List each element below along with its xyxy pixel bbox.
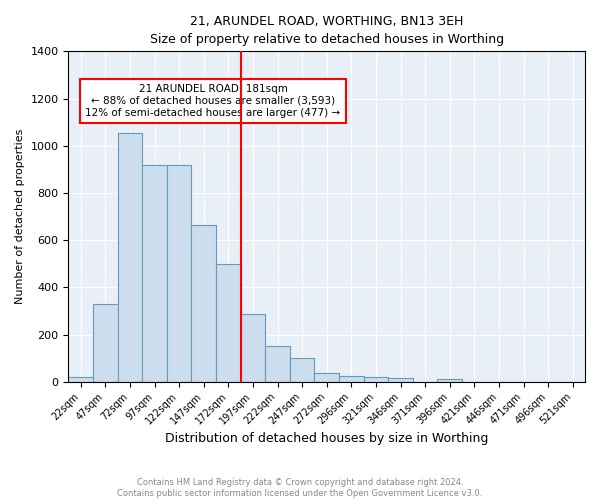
Bar [118,133,142,382]
Bar [437,379,462,382]
Bar [68,377,93,382]
Bar [339,376,364,382]
Title: 21, ARUNDEL ROAD, WORTHING, BN13 3EH
Size of property relative to detached house: 21, ARUNDEL ROAD, WORTHING, BN13 3EH Siz… [149,15,504,46]
Bar [290,358,314,382]
Text: Contains HM Land Registry data © Crown copyright and database right 2024.
Contai: Contains HM Land Registry data © Crown c… [118,478,482,498]
Y-axis label: Number of detached properties: Number of detached properties [15,129,25,304]
X-axis label: Distribution of detached houses by size in Worthing: Distribution of detached houses by size … [165,432,488,445]
Bar [388,378,413,382]
Bar [314,374,339,382]
Bar [364,377,388,382]
Text: 21 ARUNDEL ROAD: 181sqm
← 88% of detached houses are smaller (3,593)
12% of semi: 21 ARUNDEL ROAD: 181sqm ← 88% of detache… [85,84,341,117]
Bar [142,164,167,382]
Bar [167,164,191,382]
Bar [93,304,118,382]
Bar [216,264,241,382]
Bar [265,346,290,382]
Bar [241,314,265,382]
Bar [191,225,216,382]
